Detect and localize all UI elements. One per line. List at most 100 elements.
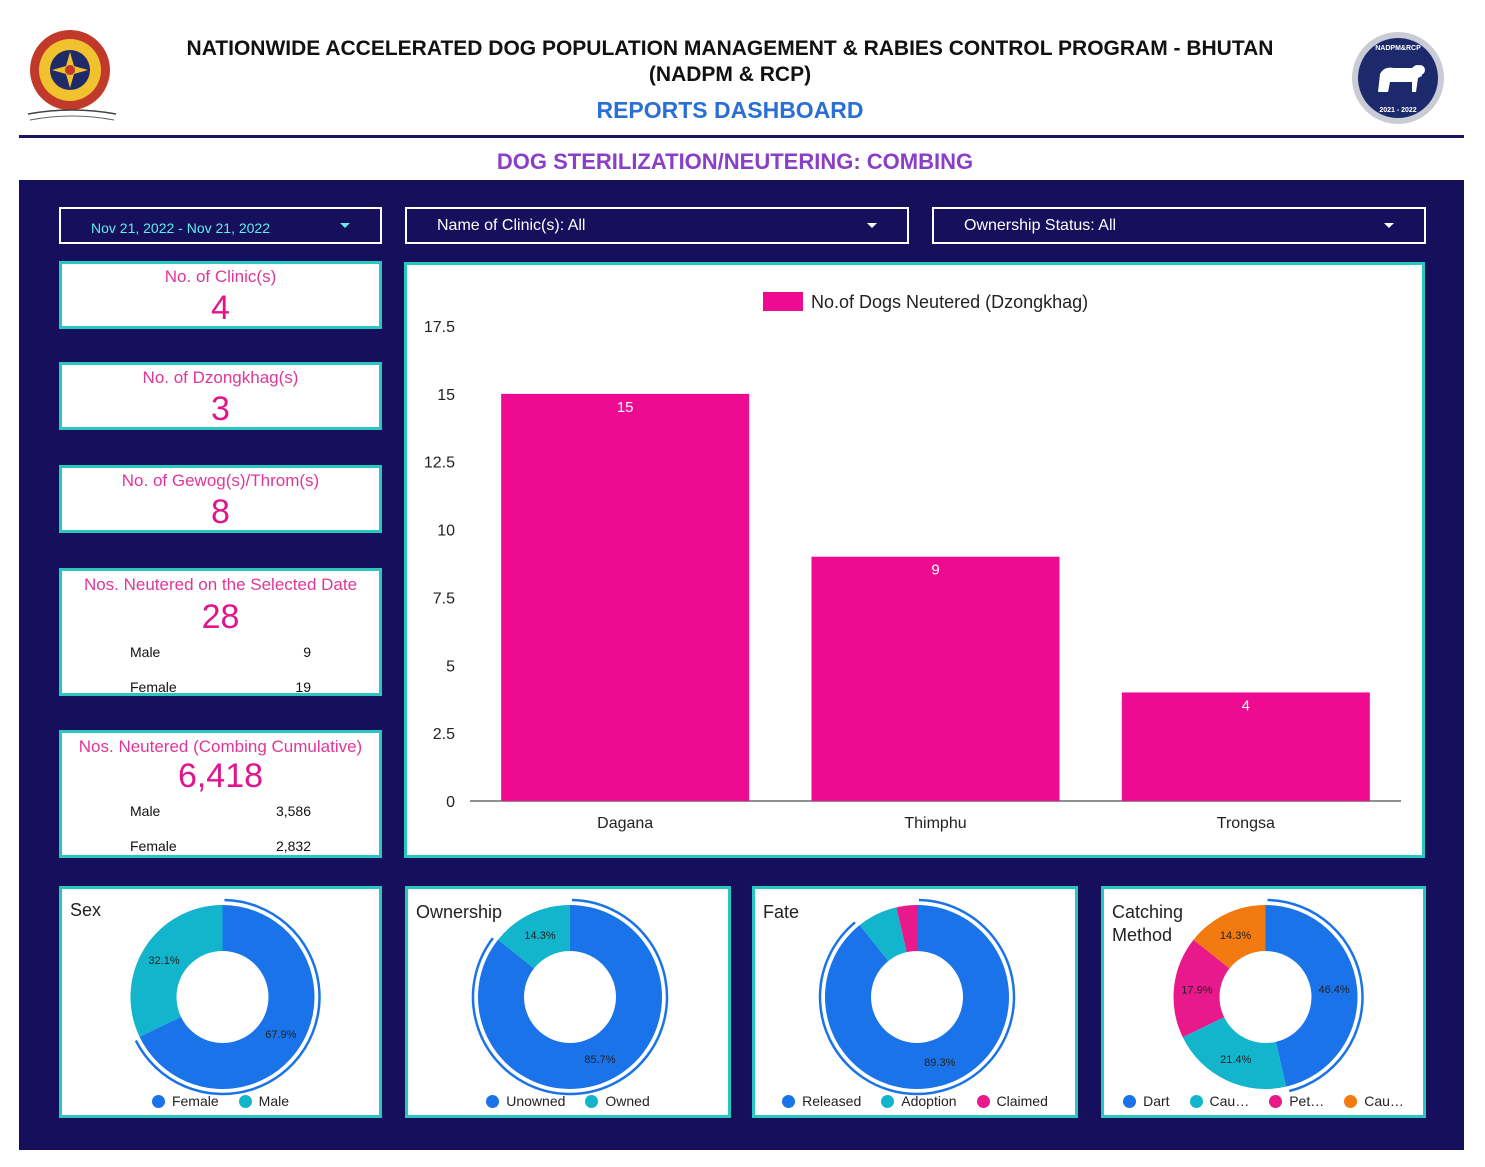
dzongkhag-bar-chart: No.of Dogs Neutered (Dzongkhag) 0 2.5 5 7.5 1… [424, 292, 1401, 832]
legend-dot-claimed [976, 1094, 990, 1108]
legend-item-cau-1[interactable]: Cau… [1189, 1093, 1249, 1109]
legend-dot-pet [1269, 1094, 1283, 1108]
donut-slice-2[interactable] [896, 905, 917, 953]
kpi-cumulative-value: 6,418 [177, 757, 264, 795]
donut-value-label: 46.4% [1318, 984, 1349, 996]
legend-label-owned: Owned [605, 1093, 650, 1109]
donut-value-label: 85.7% [584, 1054, 615, 1066]
catching-method-pie-card: Catching Method 46.4% 21.4% 17.9% 14.3% Dar… [1101, 886, 1426, 1118]
y-tick-label: 17.5 [424, 319, 455, 336]
donut-highlight-arc [471, 898, 669, 1096]
kpi-clinics-card: No. of Clinic(s) 4 [59, 261, 382, 329]
legend-label-male: Male [258, 1093, 290, 1109]
fate-legend: Released Adoption Claimed [755, 1093, 1075, 1109]
kpi-selected-male-label: Male [130, 644, 161, 660]
date-range-value: Nov 21, 2022 - Nov 21, 2022 [91, 219, 271, 236]
legend-item-unowned[interactable]: Unowned [486, 1093, 565, 1109]
legend-item-released[interactable]: Released [782, 1093, 861, 1109]
x-tick-label: Dagana [597, 815, 653, 832]
bar-dagana[interactable] [501, 393, 750, 801]
y-tick-label: 2.5 [433, 726, 455, 743]
kpi-selected-female-label: Female [130, 679, 177, 695]
date-range-filter[interactable]: Nov 21, 2022 - Nov 21, 2022 [59, 207, 382, 244]
program-title-line1: NATIONWIDE ACCELERATED DOG POPULATION MA… [186, 37, 1274, 60]
x-tick-label: Thimphu [904, 815, 966, 832]
donut-slice-3[interactable] [1193, 905, 1266, 969]
legend-item-male[interactable]: Male [238, 1093, 290, 1109]
legend-dot-owned [585, 1094, 599, 1108]
fate-donut-chart: 89.3% [818, 898, 1016, 1096]
donut-slice-1[interactable] [498, 905, 570, 969]
legend-item-owned[interactable]: Owned [585, 1093, 650, 1109]
legend-item-adoption[interactable]: Adoption [881, 1093, 957, 1109]
bar-data-label: 9 [931, 562, 939, 579]
y-tick-label: 0 [446, 794, 455, 811]
ownership-donut-chart: 85.7% 14.3% [471, 898, 669, 1096]
nadpm-logo: NADPM&RCP 2021 - 2022 [1350, 30, 1446, 126]
chevron-down-icon[interactable] [1384, 223, 1394, 228]
sex-pie-title: Sex [70, 900, 102, 920]
ownership-filter[interactable]: Ownership Status: All [932, 207, 1426, 244]
donut-highlight-arc [134, 898, 321, 1096]
legend-dot-adoption [881, 1094, 895, 1108]
legend-label-dart: Dart [1143, 1093, 1170, 1109]
donut-slice-1[interactable] [1182, 1017, 1287, 1089]
clinic-filter[interactable]: Name of Clinic(s): All [405, 207, 909, 244]
kpi-cumulative-label: Nos. Neutered (Combing Cumulative) [78, 737, 363, 756]
kpi-selected-female-value: 19 [295, 679, 311, 695]
section-title: DOG STERILIZATION/NEUTERING: COMBING [496, 149, 974, 174]
nadpm-logo-year-text: 2021 - 2022 [1379, 107, 1416, 114]
bhutan-emblem-logo [22, 26, 122, 126]
legend-item-pet[interactable]: Pet… [1269, 1093, 1324, 1109]
bar-legend-swatch[interactable] [763, 292, 803, 311]
kpi-clinics-label: No. of Clinic(s) [164, 267, 277, 286]
legend-label-claimed: Claimed [996, 1093, 1048, 1109]
legend-label-released: Released [802, 1093, 862, 1109]
sex-pie-card: Sex 67.9% 32.1% Female Male [59, 886, 382, 1118]
kpi-dzongkhags-value: 3 [211, 390, 230, 428]
chevron-down-icon[interactable] [867, 223, 877, 228]
sex-legend: Female Male [62, 1093, 379, 1109]
kpi-gewogs-value: 8 [211, 493, 230, 531]
donut-value-label: 89.3% [924, 1057, 955, 1069]
bar-chart-card: No.of Dogs Neutered (Dzongkhag) 0 2.5 5 7.5 1… [404, 262, 1425, 858]
bar-trongsa[interactable] [1121, 692, 1370, 801]
ownership-pie-card: Ownership 85.7% 14.3% Unowned Owned [405, 886, 731, 1118]
bar-data-label: 4 [1242, 697, 1250, 714]
donut-slice-0[interactable] [139, 905, 315, 1089]
donut-slice-1[interactable] [130, 905, 223, 1037]
donut-slice-0[interactable] [478, 905, 662, 1089]
legend-label-female: Female [171, 1093, 219, 1109]
catching-method-legend: Dart Cau… Pet… Cau… [1104, 1093, 1423, 1109]
donut-slice-2[interactable] [1173, 939, 1230, 1038]
kpi-cumulative-female-label: Female [130, 838, 177, 854]
y-tick-label: 7.5 [433, 590, 455, 607]
legend-item-female[interactable]: Female [151, 1093, 219, 1109]
kpi-selected-male-value: 9 [303, 644, 311, 660]
y-tick-label: 12.5 [424, 455, 455, 472]
legend-dot-cau-2 [1344, 1094, 1358, 1108]
donut-slice-0[interactable] [1265, 905, 1358, 1087]
legend-label-unowned: Unowned [506, 1093, 566, 1109]
legend-item-dart[interactable]: Dart [1123, 1093, 1170, 1109]
legend-dot-unowned [486, 1094, 500, 1108]
donut-slice-1[interactable] [859, 907, 907, 962]
dashboard-subtitle: REPORTS DASHBOARD [596, 97, 864, 123]
bar-thimphu[interactable] [811, 556, 1060, 801]
bar-data-label: 15 [617, 399, 634, 416]
x-tick-label: Trongsa [1217, 815, 1275, 832]
donut-value-label: 21.4% [1220, 1054, 1251, 1066]
legend-dot-released [782, 1094, 796, 1108]
kpi-selected-date-card: Nos. Neutered on the Selected Date 28 Ma… [59, 568, 382, 696]
legend-label-cau-2: Cau… [1364, 1093, 1404, 1109]
legend-item-cau-2[interactable]: Cau… [1344, 1093, 1404, 1109]
donut-value-label: 67.9% [265, 1029, 296, 1041]
legend-item-claimed[interactable]: Claimed [976, 1093, 1048, 1109]
donut-highlight-arc [1267, 898, 1364, 1093]
program-title-line2: (NADPM & RCP) [648, 63, 812, 86]
donut-slice-0[interactable] [825, 905, 1009, 1089]
donut-highlight-arc [818, 898, 1016, 1096]
chevron-down-icon[interactable] [340, 223, 350, 228]
kpi-dzongkhags-label: No. of Dzongkhag(s) [142, 368, 299, 387]
fate-pie-card: Fate 89.3% Released Adoption Claimed [752, 886, 1078, 1118]
